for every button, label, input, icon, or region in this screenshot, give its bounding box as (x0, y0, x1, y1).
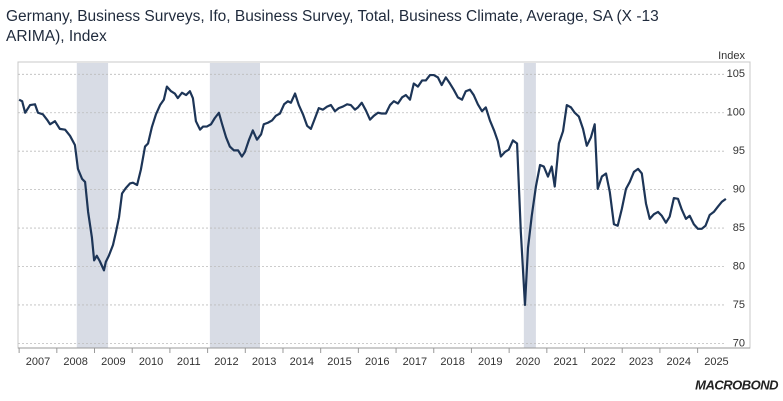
shaded-region (76, 63, 109, 348)
plot-area: 70 75 80 85 90 95 100 105 2007 2008 2009 2010 2011 20… (17, 61, 751, 368)
data-line (18, 73, 727, 307)
logo: MACROBOND (695, 377, 779, 392)
x-tick-label: 2016 (365, 356, 389, 368)
y-tick-label: 70 (733, 337, 745, 349)
y-tick-label: 100 (727, 107, 745, 119)
x-tick-label: 2020 (516, 356, 540, 368)
x-tick-label: 2023 (629, 356, 653, 368)
y-tick-label: 105 (727, 68, 745, 80)
x-tick-label: 2021 (553, 356, 577, 368)
x-tick-label: 2017 (403, 356, 427, 368)
x-tick-label: 2022 (591, 356, 615, 368)
y-tick-label: 90 (733, 184, 745, 196)
x-tick-label: 2025 (704, 356, 728, 368)
y-tick-label: 95 (733, 145, 745, 157)
x-tick-label: 2014 (290, 356, 314, 368)
x-tick-label: 2019 (478, 356, 502, 368)
x-tick-label: 2011 (177, 356, 201, 368)
chart-title: ARIMA), Index (6, 28, 107, 45)
x-tick-label: 2024 (667, 356, 691, 368)
y-axis-label: Index (718, 50, 745, 62)
y-tick-label: 85 (733, 222, 745, 234)
y-tick-label: 80 (733, 260, 745, 272)
x-tick-label: 2013 (252, 356, 276, 368)
y-tick-label: 75 (733, 299, 745, 311)
x-tick-label: 2007 (26, 356, 50, 368)
x-tick-label: 2010 (139, 356, 163, 368)
shaded-region (209, 63, 260, 348)
x-tick-label: 2018 (440, 356, 464, 368)
x-tick-label: 2015 (327, 356, 351, 368)
x-tick-label: 2008 (63, 356, 87, 368)
chart-title: Germany, Business Surveys, Ifo, Business… (6, 8, 659, 25)
x-tick-label: 2012 (214, 356, 238, 368)
x-tick-label: 2009 (101, 356, 125, 368)
